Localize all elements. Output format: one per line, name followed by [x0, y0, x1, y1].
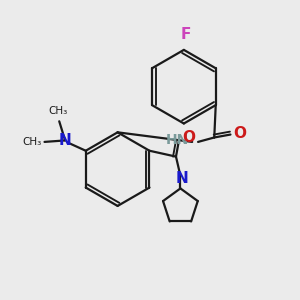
Text: F: F	[180, 27, 190, 42]
Text: HN: HN	[166, 134, 189, 147]
Text: CH₃: CH₃	[22, 137, 42, 147]
Text: CH₃: CH₃	[48, 106, 68, 116]
Text: O: O	[182, 130, 196, 145]
Text: N: N	[176, 171, 188, 186]
Text: N: N	[59, 133, 71, 148]
Text: O: O	[233, 126, 246, 141]
